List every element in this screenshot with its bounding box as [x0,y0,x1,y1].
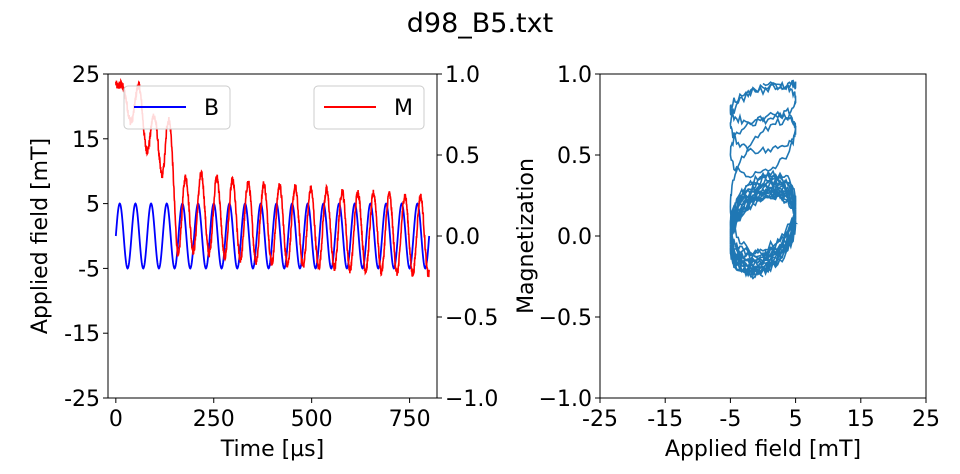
y-tick-label: 0.0 [557,225,592,250]
y-tick-label: −0.5 [539,306,592,331]
y-tick-label: -5 [78,257,100,282]
y2-tick-label: 0.0 [445,225,480,250]
x-tick-label: -25 [582,407,618,432]
x-tick-label: -5 [719,407,741,432]
x-axis-label: Applied field [mT] [665,437,861,462]
legend-label: B [204,96,219,121]
y-tick-label: 15 [72,128,100,153]
y-tick-label: 25 [72,63,100,88]
y2-tick-label: −1.0 [445,387,498,412]
series-B-line [114,202,431,270]
y-tick-label: −1.0 [539,387,592,412]
y-tick-label: 1.0 [557,63,592,88]
x-tick-label: 250 [193,407,235,432]
x-tick-label: 15 [847,407,875,432]
hysteresis-axes: -25 -15 -5 5 15 25 −1.0 −0.5 0.0 0.5 1.0 Applied fi… [514,63,940,462]
legend-label: M [394,96,413,121]
y-tick-label: -15 [64,322,100,347]
x-tick-label: 0 [109,407,123,432]
y-tick-label: 0.5 [557,144,592,169]
y-tick-label: -25 [64,387,100,412]
x-tick-label: 25 [912,407,940,432]
y-axis-label: Applied field [mT] [28,138,53,334]
x-tick-label: 750 [389,407,431,432]
figure-title: d98_B5.txt [407,8,553,39]
x-tick-label: 5 [789,407,803,432]
y2-tick-label: 1.0 [445,63,480,88]
y-axis-label: Magnetization [514,158,539,314]
legend-M: M [313,85,425,130]
x-tick-label: 500 [291,407,333,432]
time-series-axes: 0 250 500 750 -25 -15 -5 5 15 25 −1.0 −0.5 0.0 0.5 1.0… [28,63,498,462]
x-tick-label: -15 [647,407,683,432]
x-axis-label: Time [µs] [220,437,324,462]
legend-B: B [123,85,231,130]
y-tick-label: 5 [86,193,100,218]
hysteresis-loop-line [729,79,799,280]
y2-tick-label: 0.5 [445,144,480,169]
y2-tick-label: −0.5 [445,306,498,331]
